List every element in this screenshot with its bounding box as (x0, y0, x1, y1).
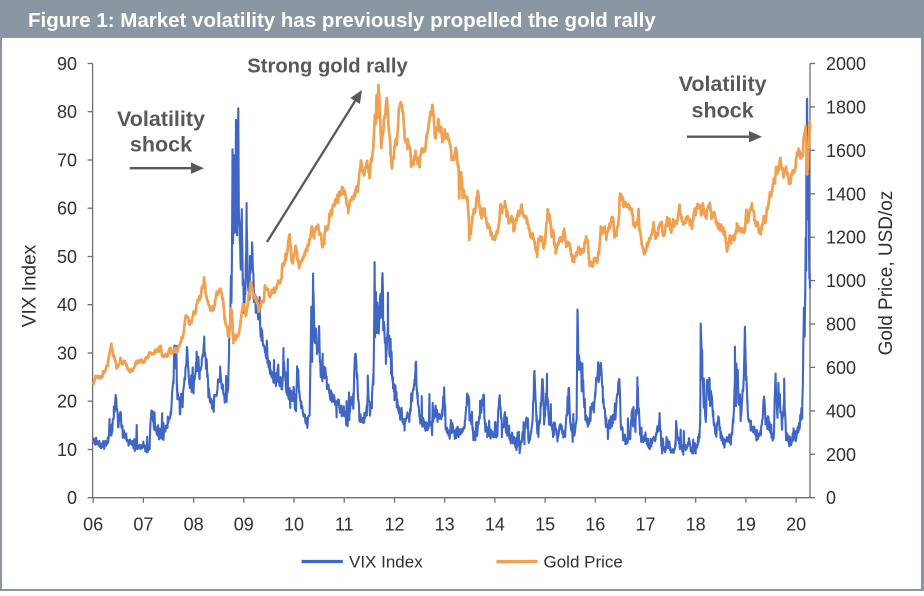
svg-text:30: 30 (57, 344, 77, 364)
svg-text:0: 0 (826, 488, 836, 508)
svg-text:10: 10 (284, 515, 304, 535)
svg-text:40: 40 (57, 295, 77, 315)
svg-text:VIX Index: VIX Index (349, 553, 423, 572)
svg-text:400: 400 (826, 401, 856, 421)
svg-text:Volatility: Volatility (679, 72, 767, 96)
svg-text:20: 20 (786, 515, 806, 535)
svg-text:09: 09 (234, 515, 254, 535)
svg-text:18: 18 (686, 515, 706, 535)
svg-text:VIX Index: VIX Index (20, 244, 41, 327)
svg-text:0: 0 (67, 488, 77, 508)
svg-text:Gold Price, USD/oz: Gold Price, USD/oz (876, 191, 897, 356)
svg-text:60: 60 (57, 199, 77, 219)
svg-text:shock: shock (130, 132, 192, 156)
svg-text:07: 07 (133, 515, 153, 535)
svg-text:shock: shock (692, 99, 754, 123)
svg-text:80: 80 (57, 102, 77, 122)
svg-text:19: 19 (736, 515, 756, 535)
svg-text:50: 50 (57, 247, 77, 267)
svg-text:12: 12 (384, 515, 404, 535)
svg-text:15: 15 (535, 515, 555, 535)
svg-text:1000: 1000 (826, 271, 866, 291)
svg-text:2000: 2000 (826, 54, 866, 74)
svg-text:1600: 1600 (826, 141, 866, 161)
svg-text:08: 08 (184, 515, 204, 535)
svg-text:11: 11 (335, 515, 354, 535)
svg-text:06: 06 (83, 515, 103, 535)
svg-text:14: 14 (485, 515, 505, 535)
svg-text:16: 16 (585, 515, 605, 535)
svg-text:17: 17 (635, 515, 655, 535)
svg-text:10: 10 (57, 440, 77, 460)
svg-text:200: 200 (826, 445, 856, 465)
svg-text:800: 800 (826, 315, 856, 335)
svg-text:20: 20 (57, 392, 77, 412)
svg-text:13: 13 (435, 515, 455, 535)
svg-text:Gold Price: Gold Price (544, 553, 623, 572)
svg-text:90: 90 (57, 54, 77, 74)
svg-text:Volatility: Volatility (117, 107, 205, 131)
svg-text:Figure 1: Market volatility ha: Figure 1: Market volatility has previous… (28, 9, 656, 32)
svg-text:Strong gold rally: Strong gold rally (247, 56, 408, 78)
svg-text:600: 600 (826, 358, 856, 378)
svg-text:70: 70 (57, 151, 77, 171)
svg-text:1800: 1800 (826, 97, 866, 117)
svg-text:1200: 1200 (826, 228, 866, 248)
svg-text:1400: 1400 (826, 184, 866, 204)
